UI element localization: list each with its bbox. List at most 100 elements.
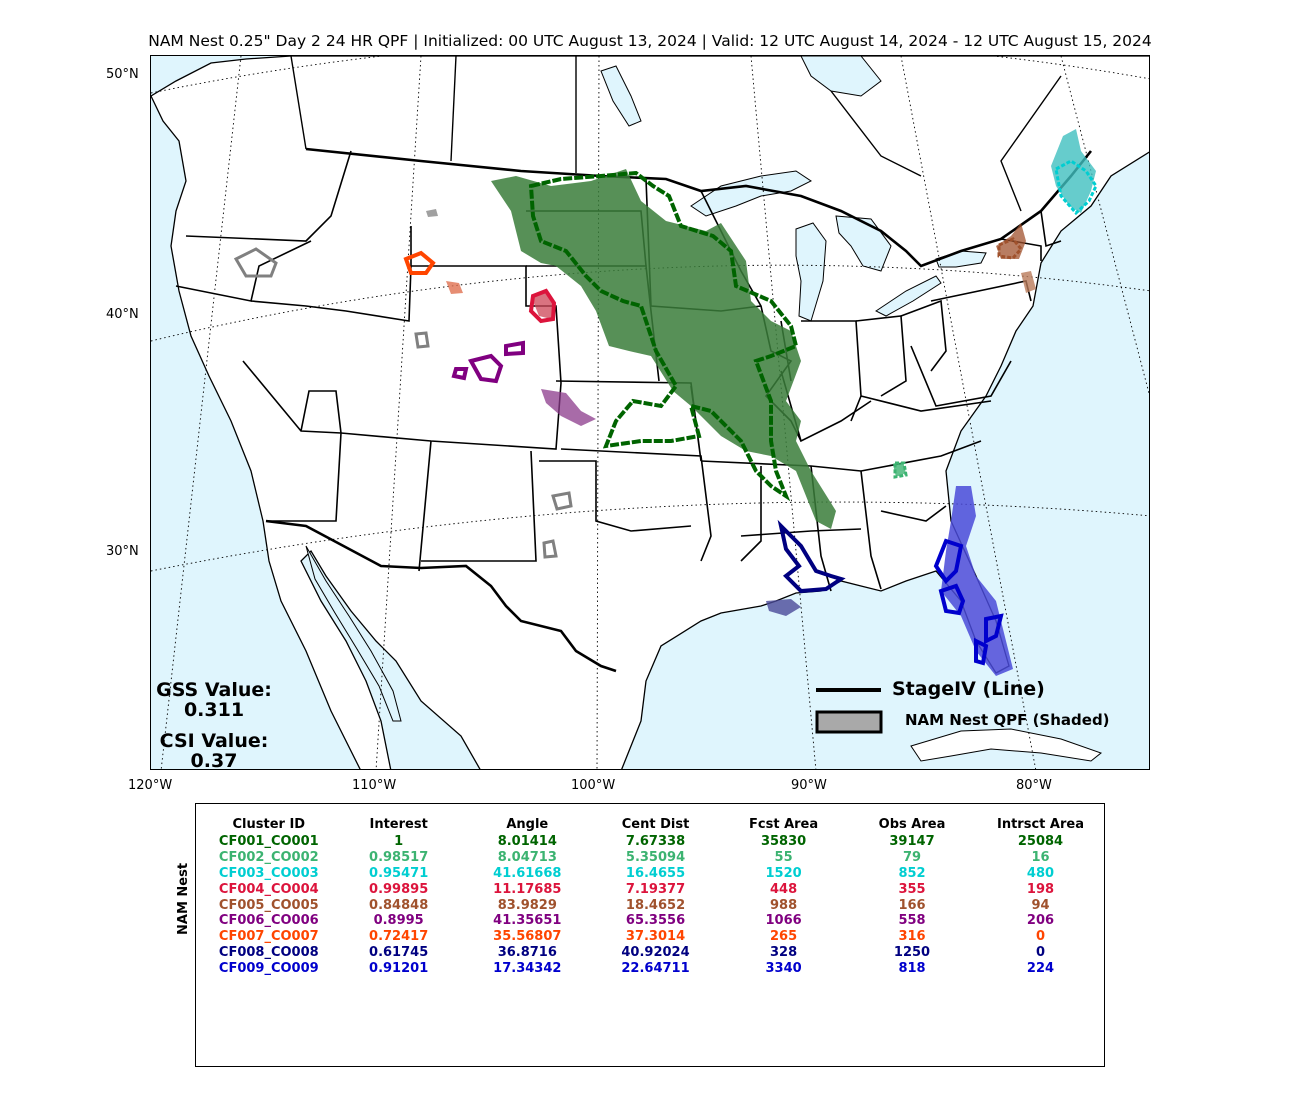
cell-fcst-area: 265 bbox=[770, 929, 798, 945]
cell-obs-area: 166 bbox=[898, 897, 926, 913]
hudson-bay bbox=[800, 56, 882, 97]
cell-angle: 36.8716 bbox=[497, 944, 557, 960]
header-cent-dist: Cent Dist bbox=[621, 816, 690, 832]
cell-angle: 41.35651 bbox=[493, 913, 562, 929]
cell-angle: 35.56807 bbox=[493, 929, 562, 945]
cell-obs-area: 818 bbox=[898, 960, 926, 976]
table-row: CF008_CO008 0.61745 36.8716 40.92024 328 1250… bbox=[204, 945, 1104, 961]
cell-fcst-area: 328 bbox=[770, 944, 798, 960]
stats-table: Cluster ID Interest Angle Cent Dist Fcst… bbox=[204, 814, 1104, 976]
cell-obs-area: 79 bbox=[902, 850, 922, 866]
cell-angle: 8.04713 bbox=[497, 850, 557, 866]
cluster-9-fcst bbox=[941, 486, 1013, 676]
graticule bbox=[151, 56, 1149, 769]
cell-interest: 0.91201 bbox=[369, 960, 429, 976]
legend-shade-sample bbox=[815, 710, 883, 734]
cell-intrsct-area: 198 bbox=[1026, 881, 1055, 897]
cell-fcst-area: 55 bbox=[774, 850, 793, 866]
cluster-1-fcst bbox=[491, 169, 836, 529]
cluster-3-obs bbox=[1054, 159, 1098, 216]
cell-cluster-id: CF006_CO006 bbox=[218, 913, 319, 929]
cell-intrsct-area: 480 bbox=[1026, 865, 1055, 881]
cell-interest: 0.84848 bbox=[369, 897, 429, 913]
cell-angle: 41.61668 bbox=[493, 865, 562, 881]
cell-angle: 17.34342 bbox=[493, 960, 562, 976]
cell-intrsct-area: 16 bbox=[1031, 850, 1050, 866]
table-row: CF004_CO004 0.99895 11.17685 7.19377 448 355 1… bbox=[204, 881, 1104, 897]
cell-obs-area: 558 bbox=[898, 913, 926, 929]
table-row: CF005_CO005 0.84848 83.9829 18.4652 988 166 94 bbox=[204, 897, 1104, 913]
gulf-of-california bbox=[305, 545, 402, 722]
cell-intrsct-area: 25084 bbox=[1017, 834, 1064, 850]
cell-cluster-id: CF008_CO008 bbox=[218, 944, 319, 960]
cell-fcst-area: 35830 bbox=[760, 834, 807, 850]
cluster-9-obs bbox=[933, 538, 964, 585]
observed-outlines bbox=[233, 159, 1098, 666]
grey-obs-1 bbox=[233, 247, 278, 278]
cell-fcst-area: 448 bbox=[770, 881, 798, 897]
cluster-3-fcst bbox=[1051, 129, 1096, 213]
cell-intrsct-area: 206 bbox=[1026, 913, 1055, 929]
grey-fcst bbox=[426, 209, 438, 217]
cell-cent-dist: 22.64711 bbox=[621, 960, 690, 976]
grey-obs-3 bbox=[551, 491, 573, 511]
lon-label-90: 90°W bbox=[791, 778, 827, 793]
cell-intrsct-area: 0 bbox=[1035, 929, 1045, 945]
legend-shaded-label: NAM Nest QPF (Shaded) bbox=[905, 711, 1110, 729]
cell-fcst-area: 1520 bbox=[765, 865, 802, 881]
cell-angle: 11.17685 bbox=[493, 881, 562, 897]
cluster-5b-fcst bbox=[1021, 271, 1036, 293]
cluster-2-obs bbox=[893, 461, 908, 479]
lake-superior bbox=[690, 170, 812, 217]
cell-intrsct-area: 0 bbox=[1035, 944, 1045, 960]
grey-obs-2 bbox=[414, 331, 430, 349]
lat-label-30: 30°N bbox=[106, 544, 139, 559]
cluster-9c-obs bbox=[984, 613, 1004, 645]
table-row: CF003_CO003 0.95471 41.61668 16.4655 1520 852… bbox=[204, 866, 1104, 882]
cluster-8-obs bbox=[777, 519, 846, 594]
cell-fcst-area: 3340 bbox=[765, 960, 802, 976]
lat-label-50: 50°N bbox=[106, 67, 139, 82]
lon-label-80: 80°W bbox=[1016, 778, 1052, 793]
table-row: CF001_CO001 1 8.01414 7.67338 35830 39147 2508… bbox=[204, 834, 1104, 850]
cell-fcst-area: 988 bbox=[770, 897, 798, 913]
table-row: CF007_CO007 0.72417 35.56807 37.3014 265 316 0 bbox=[204, 929, 1104, 945]
cell-cluster-id: CF007_CO007 bbox=[218, 929, 319, 945]
csi-value: 0.37 bbox=[190, 750, 238, 772]
cluster-7-fcst bbox=[446, 281, 463, 294]
cell-interest: 1 bbox=[394, 834, 404, 850]
stats-table-box: Cluster ID Interest Angle Cent Dist Fcst… bbox=[195, 803, 1105, 1067]
csi-label: CSI Value: bbox=[159, 730, 269, 752]
cell-cluster-id: CF009_CO009 bbox=[218, 960, 319, 976]
cluster-6-obs bbox=[467, 353, 504, 384]
cell-cent-dist: 16.4655 bbox=[625, 865, 686, 881]
header-cluster-id: Cluster ID bbox=[232, 816, 306, 832]
legend-line-label: StageIV (Line) bbox=[892, 678, 1045, 700]
legend bbox=[815, 688, 883, 734]
cluster-6-fcst bbox=[541, 389, 596, 426]
table-body: CF001_CO001 1 8.01414 7.67338 35830 39147 2508… bbox=[204, 834, 1104, 976]
header-fcst-area: Fcst Area bbox=[749, 816, 819, 832]
header-angle: Angle bbox=[506, 816, 549, 832]
cell-interest: 0.61745 bbox=[369, 944, 429, 960]
grey-obs-4 bbox=[542, 539, 558, 559]
cell-obs-area: 39147 bbox=[889, 834, 935, 850]
lat-label-40: 40°N bbox=[106, 307, 139, 322]
lon-label-100: 100°W bbox=[571, 778, 616, 793]
lon-label-120: 120°W bbox=[128, 778, 173, 793]
lake-erie bbox=[875, 275, 942, 317]
basemap bbox=[151, 56, 1149, 769]
cluster-7-obs bbox=[403, 250, 436, 275]
cell-cluster-id: CF001_CO001 bbox=[218, 834, 319, 850]
cuba bbox=[910, 728, 1103, 762]
table-ylabel: NAM Nest bbox=[176, 862, 191, 935]
table-row: CF006_CO006 0.8995 41.35651 65.3556 1066 558 2… bbox=[204, 913, 1104, 929]
map-panel bbox=[150, 55, 1150, 770]
cell-interest: 0.98517 bbox=[369, 850, 429, 866]
cluster-5-obs bbox=[997, 237, 1023, 260]
gss-value: 0.311 bbox=[183, 699, 245, 721]
lon-label-110: 110°W bbox=[352, 778, 397, 793]
map-title: NAM Nest 0.25" Day 2 24 HR QPF | Initial… bbox=[148, 32, 1152, 50]
country-borders bbox=[265, 147, 1093, 673]
cluster-6c-obs bbox=[504, 340, 525, 357]
